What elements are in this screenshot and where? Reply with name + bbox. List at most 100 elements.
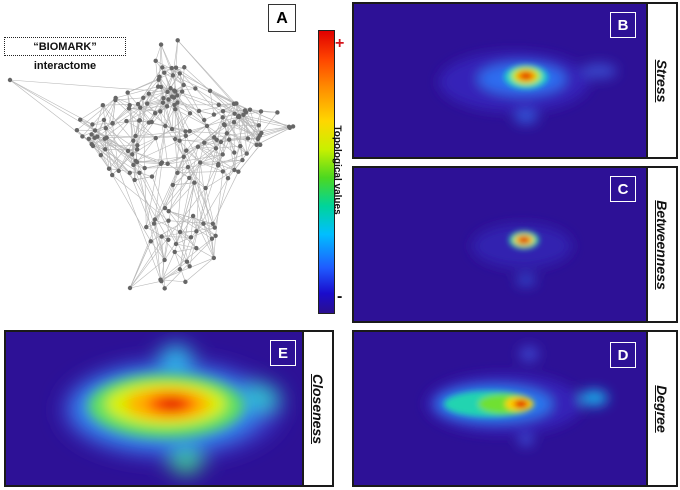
network-edge — [139, 172, 177, 245]
network-edge — [235, 103, 259, 139]
colorbar-label: Topological values — [331, 125, 343, 215]
network-node — [210, 221, 216, 226]
network-edge — [159, 76, 175, 98]
network-edge — [100, 97, 116, 156]
network-node — [194, 229, 199, 234]
network-edge — [238, 116, 257, 146]
network-edge — [139, 172, 162, 282]
network-edge — [239, 116, 290, 129]
network-node — [198, 160, 203, 165]
network-node — [213, 146, 219, 151]
network-edge — [175, 67, 196, 89]
network-edge — [144, 166, 188, 169]
betweenness-heatmap — [354, 168, 648, 321]
network-edge — [183, 135, 187, 157]
network-node — [290, 124, 296, 129]
network-edge — [229, 138, 258, 140]
network-edge — [238, 144, 261, 172]
network-node — [187, 264, 192, 269]
network-edge — [97, 136, 131, 174]
network-edge — [174, 247, 197, 253]
network-node — [169, 65, 174, 71]
network-edge — [164, 239, 169, 260]
network-node — [166, 97, 171, 102]
network-node — [90, 122, 95, 127]
degree-label: Degree — [654, 384, 670, 433]
network-edge — [261, 112, 278, 134]
network-node — [149, 119, 154, 125]
network-node — [130, 152, 135, 157]
network-edge — [213, 124, 225, 138]
network-edge — [187, 141, 222, 168]
network-edge — [175, 108, 208, 127]
network-node — [146, 91, 152, 96]
network-edge — [187, 159, 243, 168]
network-edge — [195, 88, 235, 114]
network-edge — [147, 102, 163, 104]
network-edge — [197, 139, 217, 148]
network-edge — [135, 140, 180, 162]
network-edge — [197, 146, 223, 155]
network-edge — [136, 156, 184, 163]
network-node — [193, 86, 198, 91]
network-node — [177, 138, 182, 143]
network-edge — [161, 268, 181, 282]
network-node — [202, 117, 207, 123]
network-edge — [168, 210, 213, 225]
network-edge — [76, 129, 135, 181]
network-edge — [161, 227, 215, 237]
network-node — [183, 279, 188, 285]
network-node — [213, 233, 218, 238]
network-node — [127, 102, 132, 108]
network-node — [175, 170, 180, 176]
network-edge — [238, 115, 243, 161]
network-edge — [133, 164, 155, 224]
degree-panel: D Degree — [352, 330, 678, 487]
network-edge — [181, 67, 185, 92]
network-node — [179, 89, 185, 94]
stress-label: Stress — [654, 59, 670, 102]
network-edge — [159, 44, 162, 77]
network-edge — [199, 162, 215, 258]
network-edge — [140, 102, 163, 108]
network-edge — [159, 67, 163, 112]
network-node — [153, 58, 158, 64]
network-edge — [103, 99, 116, 121]
network-edge — [131, 140, 134, 155]
network-edge — [80, 119, 136, 162]
network-edge — [112, 104, 130, 124]
network-node — [255, 136, 261, 142]
closeness-label-box: Closeness — [302, 332, 332, 485]
network-edge — [161, 251, 175, 282]
stress-panel: B Stress — [352, 2, 678, 159]
network-node — [101, 117, 107, 123]
network-node — [165, 89, 170, 95]
stress-label-box: Stress — [646, 4, 676, 157]
network-edge — [214, 126, 290, 138]
network-node — [188, 235, 194, 240]
network-edge — [104, 138, 110, 169]
network-node — [183, 129, 188, 134]
network-edge — [171, 67, 184, 86]
network-edge — [185, 131, 227, 134]
network-node — [159, 234, 164, 239]
network-node — [89, 132, 94, 137]
network-edge — [175, 67, 208, 127]
network-node — [160, 65, 165, 70]
network-node — [243, 110, 249, 115]
network-node — [149, 174, 155, 179]
colorbar-min-symbol: - — [337, 288, 343, 305]
network-edge — [155, 60, 159, 87]
network-edge — [134, 179, 169, 240]
network-node — [175, 38, 180, 43]
network-node — [212, 225, 217, 230]
network-node — [258, 109, 264, 114]
network-edge — [94, 105, 104, 131]
network-edge — [129, 172, 165, 261]
network-node — [141, 95, 146, 101]
network-edge — [180, 231, 197, 233]
network-node — [196, 108, 202, 114]
network-node — [165, 161, 170, 167]
closeness-label: Closeness — [310, 373, 326, 444]
network-node — [106, 166, 112, 171]
